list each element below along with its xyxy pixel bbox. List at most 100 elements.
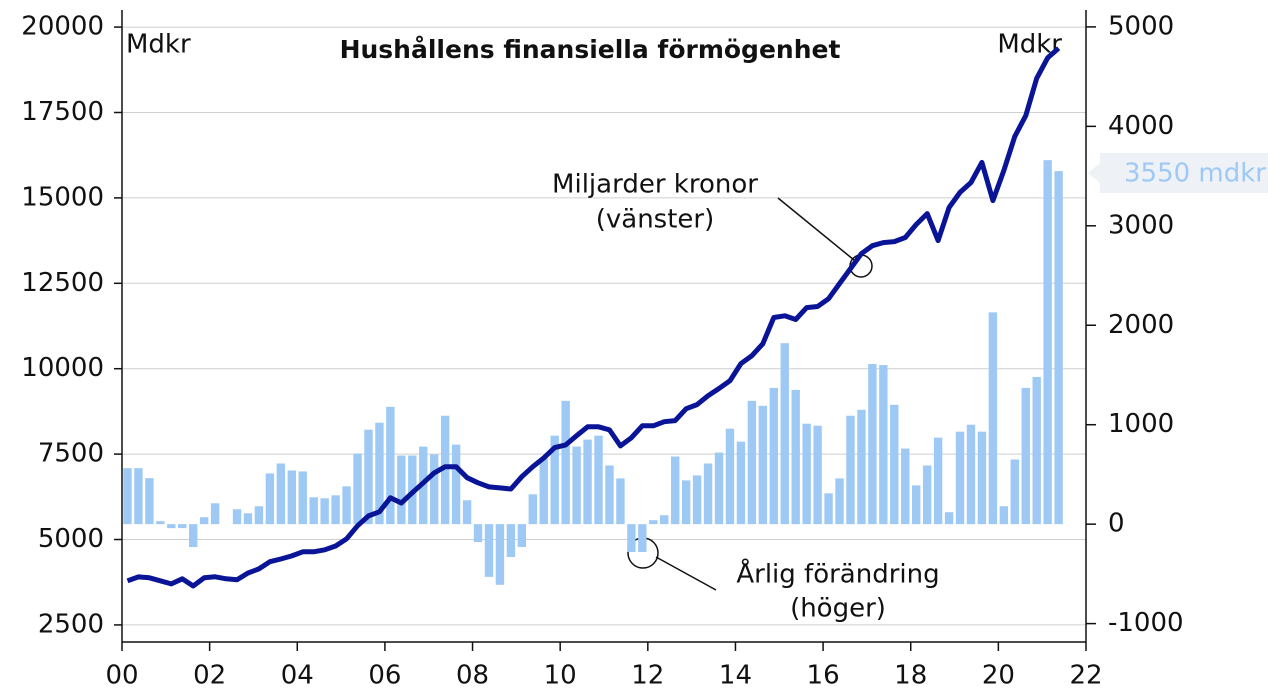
bar: [627, 524, 636, 552]
bar: [539, 458, 548, 525]
bar: [725, 428, 735, 525]
x-tick-label: 12: [631, 661, 664, 691]
bar: [901, 448, 910, 525]
bar: [736, 441, 746, 525]
x-tick-label: 02: [193, 661, 226, 691]
bar: [791, 389, 800, 525]
bar: [331, 495, 340, 525]
bar: [210, 503, 220, 525]
bar: [243, 513, 253, 525]
bar: [156, 521, 165, 525]
x-tick-label: 18: [894, 661, 927, 691]
bar: [1032, 376, 1041, 525]
y-tick-label: 2500: [38, 609, 104, 639]
bar: [134, 468, 143, 525]
bar: [495, 524, 505, 585]
bar: [353, 453, 362, 525]
bar: [703, 463, 713, 525]
x-tick-label: 08: [456, 661, 489, 691]
annotation: Årlig förändring: [736, 558, 939, 590]
y2-tick-label: 0: [1108, 509, 1125, 539]
x-tick-label: 20: [982, 661, 1015, 691]
bar: [681, 480, 691, 525]
bar: [386, 406, 395, 525]
bar: [955, 431, 965, 525]
bar: [320, 498, 329, 525]
x-tick-label: 10: [544, 661, 577, 691]
callout-pointer: [1088, 163, 1100, 183]
y2-tick-label: 4000: [1108, 111, 1174, 141]
bar: [966, 424, 976, 525]
bar: [145, 478, 154, 525]
bar: [123, 468, 132, 525]
line: [126, 46, 1061, 589]
bar: [232, 509, 242, 525]
callout: 3550 mdkr: [1124, 159, 1266, 189]
bar: [660, 515, 669, 525]
bar: [1010, 459, 1019, 525]
bar: [375, 422, 384, 525]
y2-tick-label: 3000: [1108, 210, 1174, 240]
x-tick-label: 22: [1069, 661, 1102, 691]
y2-tick-label: 5000: [1108, 11, 1174, 41]
bar: [780, 343, 789, 525]
bar: [649, 520, 658, 525]
x-tick-label: 04: [281, 661, 314, 691]
y2-tick-label: 2000: [1108, 310, 1174, 340]
bar: [1054, 171, 1063, 525]
bar: [517, 524, 527, 548]
bar: [276, 463, 286, 525]
bar: [506, 524, 516, 557]
bar: [813, 425, 822, 525]
bar: [769, 387, 778, 525]
x-tick-label: 14: [719, 661, 752, 691]
bar: [254, 506, 264, 525]
bar: [802, 423, 811, 525]
annotation: Miljarder kronor: [552, 170, 758, 200]
bar: [462, 500, 472, 525]
y2-tick-label: -1000: [1108, 608, 1184, 638]
bar: [550, 435, 559, 525]
bar: [933, 437, 943, 525]
bar: [868, 364, 877, 525]
bar: [835, 478, 844, 525]
bar: [265, 473, 275, 525]
bar: [528, 494, 537, 525]
bar: [638, 524, 647, 552]
y-tick-label: 17500: [21, 97, 104, 127]
bar: [890, 404, 899, 525]
annotation: (vänster): [596, 205, 715, 235]
bar: [364, 429, 373, 525]
bar: [583, 439, 592, 525]
bar: [857, 409, 866, 525]
bar: [298, 471, 307, 525]
y-tick-label: 12500: [21, 268, 104, 298]
bar: [944, 512, 954, 525]
bar: [199, 517, 209, 525]
bar: [912, 485, 921, 525]
y2-tick-label: 1000: [1108, 409, 1174, 439]
bar: [747, 400, 757, 525]
x-tick-label: 06: [368, 661, 401, 691]
y-tick-label: 20000: [21, 12, 104, 42]
bar: [988, 312, 998, 525]
bar: [561, 400, 570, 525]
x-tick-label: 00: [105, 661, 138, 691]
bar: [451, 444, 461, 525]
bar: [484, 524, 494, 577]
y-axis-label: Mdkr: [126, 30, 191, 60]
leader-line: [777, 197, 855, 261]
x-tick-label: 16: [807, 661, 840, 691]
bar: [605, 465, 614, 525]
bar: [1043, 160, 1052, 525]
bar: [692, 475, 702, 525]
bar: [397, 455, 406, 525]
bar: [999, 506, 1009, 525]
y-tick-label: 7500: [38, 439, 104, 469]
bar: [758, 405, 768, 525]
bar: [977, 431, 987, 525]
bar: [287, 470, 296, 525]
y-tick-label: 15000: [21, 182, 104, 212]
bar: [616, 478, 625, 525]
